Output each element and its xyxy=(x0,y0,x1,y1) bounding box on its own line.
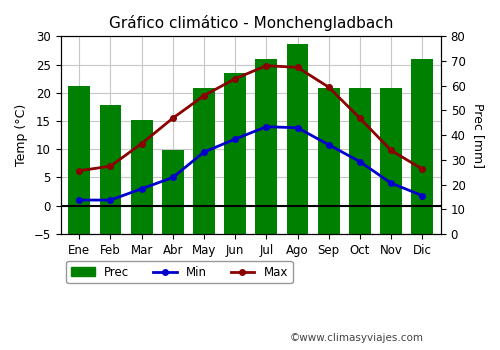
Bar xyxy=(130,120,152,234)
Bar xyxy=(349,88,371,234)
Text: ©www.climasyviajes.com: ©www.climasyviajes.com xyxy=(290,333,424,343)
Y-axis label: Temp (°C): Temp (°C) xyxy=(15,104,28,166)
Bar xyxy=(193,88,215,234)
Bar xyxy=(256,58,277,234)
Bar xyxy=(318,88,340,234)
Bar xyxy=(68,86,90,234)
Bar xyxy=(224,74,246,234)
Bar xyxy=(162,150,184,234)
Bar xyxy=(286,44,308,234)
Bar xyxy=(380,88,402,234)
Bar xyxy=(100,105,122,234)
Bar xyxy=(412,58,433,234)
Legend: Prec, Min, Max: Prec, Min, Max xyxy=(66,261,293,284)
Y-axis label: Prec [mm]: Prec [mm] xyxy=(472,103,485,168)
Title: Gráfico climático - Monchengladbach: Gráfico climático - Monchengladbach xyxy=(108,15,393,31)
